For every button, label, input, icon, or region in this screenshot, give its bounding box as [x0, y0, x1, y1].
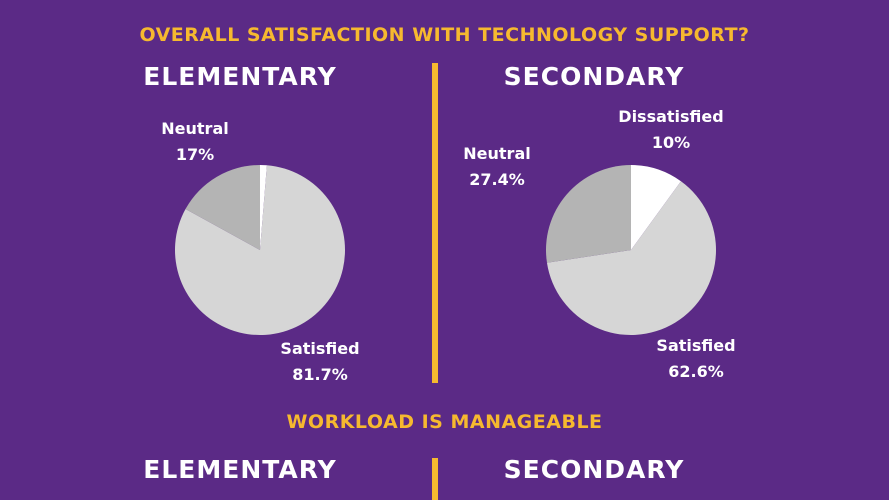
pie-slice-satisfied: [546, 181, 716, 335]
label-value: 81.7%: [292, 365, 348, 384]
pie-slice-dissatisfied: [260, 165, 267, 250]
heading-secondary-2: SECONDARY: [503, 455, 685, 484]
label-secondary-satisfied: Satisfied 62.6%: [646, 333, 746, 385]
label-value: 62.6%: [668, 362, 724, 381]
pie-chart-elementary: [175, 165, 345, 335]
heading-elementary: ELEMENTARY: [143, 62, 337, 91]
label-name: Satisfied: [280, 339, 360, 358]
label-value: 10%: [651, 133, 691, 152]
pie-slice-dissatisfied: [631, 165, 681, 250]
section-title-satisfaction: OVERALL SATISFACTION WITH TECHNOLOGY SUP…: [139, 24, 750, 46]
label-name: Neutral: [161, 119, 229, 138]
label-secondary-neutral: Neutral 27.4%: [452, 141, 542, 193]
heading-elementary-2: ELEMENTARY: [143, 455, 337, 484]
label-name: Dissatisfied: [618, 107, 724, 126]
label-elementary-neutral: Neutral 17%: [150, 116, 240, 168]
divider-line: [432, 63, 438, 383]
pie-slice-satisfied: [175, 165, 345, 335]
cutoff-text-fragment: [232, 0, 262, 3]
label-secondary-dissatisfied: Dissatisfied 10%: [606, 104, 736, 156]
divider-line-2: [432, 458, 438, 500]
label-name: Neutral: [463, 144, 531, 163]
pie-slice-neutral: [185, 165, 260, 250]
label-name: Satisfied: [656, 336, 736, 355]
section-title-workload: WORKLOAD IS MANAGEABLE: [286, 411, 603, 433]
pie-slice-neutral: [546, 165, 631, 263]
heading-secondary: SECONDARY: [503, 62, 685, 91]
label-value: 17%: [175, 145, 215, 164]
pie-chart-secondary: [546, 165, 716, 335]
label-elementary-satisfied: Satisfied 81.7%: [270, 336, 370, 388]
label-value: 27.4%: [469, 170, 525, 189]
